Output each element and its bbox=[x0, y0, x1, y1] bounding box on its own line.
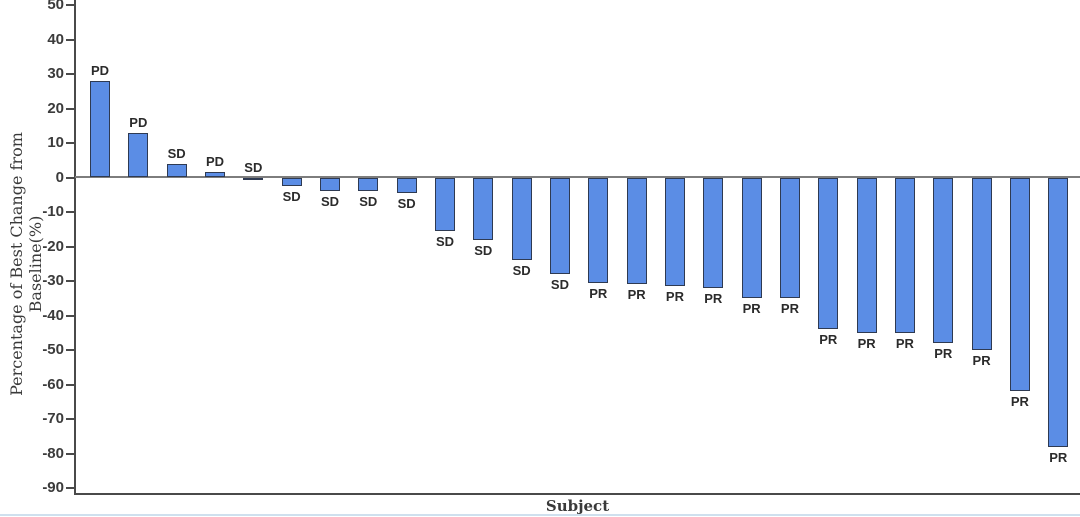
response-label-sd: SD bbox=[244, 159, 263, 175]
response-label-pr: PR bbox=[589, 285, 608, 301]
subject-bar bbox=[549, 177, 570, 275]
y-tick-label: 0 bbox=[55, 168, 64, 186]
y-tick-mark bbox=[66, 211, 75, 213]
y-tick-label: 10 bbox=[47, 134, 64, 151]
y-tick-label: -40 bbox=[42, 306, 64, 324]
response-label-pr: PR bbox=[934, 346, 953, 362]
subject-bar bbox=[473, 177, 494, 240]
response-label-pd: PD bbox=[90, 62, 110, 78]
subject-bar bbox=[128, 132, 149, 178]
y-axis-title: Percentage of Best Change from Baseline(… bbox=[7, 132, 45, 396]
response-label-sd: SD bbox=[512, 263, 531, 279]
y-tick-label: -10 bbox=[42, 203, 64, 220]
y-tick-mark bbox=[66, 142, 75, 144]
subject-bar bbox=[434, 177, 455, 231]
subject-bar bbox=[703, 177, 724, 288]
subject-bar bbox=[818, 177, 839, 330]
response-label-pd: PD bbox=[129, 114, 148, 130]
y-tick-mark bbox=[66, 452, 75, 455]
y-tick-label: -20 bbox=[42, 237, 64, 255]
response-label-sd: SD bbox=[474, 242, 493, 258]
subject-bar bbox=[971, 177, 992, 350]
response-label-pr: PR bbox=[704, 290, 723, 306]
response-label-sd: SD bbox=[282, 189, 301, 205]
subject-bar bbox=[933, 177, 954, 344]
subject-bar bbox=[243, 177, 264, 180]
y-tick-mark bbox=[66, 487, 75, 489]
zero-baseline bbox=[75, 176, 1080, 178]
response-label-sd: SD bbox=[435, 233, 454, 249]
y-tick-label: -30 bbox=[42, 272, 64, 289]
y-tick-label: 20 bbox=[47, 99, 64, 117]
y-tick-label: -70 bbox=[42, 410, 64, 427]
response-label-pr: PR bbox=[857, 335, 876, 351]
response-label-pr: PR bbox=[972, 353, 991, 368]
subject-bar bbox=[166, 163, 187, 178]
response-label-pr: PR bbox=[1049, 449, 1068, 465]
y-tick-mark bbox=[66, 383, 75, 386]
subject-bar bbox=[90, 80, 110, 178]
bottom-edge-line bbox=[0, 514, 1080, 516]
subject-bar bbox=[1009, 177, 1030, 392]
response-label-pr: PR bbox=[895, 335, 914, 351]
y-tick-label: 50 bbox=[47, 0, 64, 13]
response-label-pd: PD bbox=[205, 154, 225, 170]
response-label-sd: SD bbox=[167, 145, 186, 161]
y-tick-mark bbox=[66, 107, 75, 110]
response-label-sd: SD bbox=[550, 277, 569, 293]
subject-bar bbox=[204, 172, 225, 178]
response-label-sd: SD bbox=[320, 194, 339, 210]
x-axis-title: Subject bbox=[545, 497, 610, 515]
subject-bar bbox=[626, 177, 647, 285]
response-label-pr: PR bbox=[780, 301, 799, 317]
subject-bar bbox=[588, 177, 609, 283]
subject-bar bbox=[779, 177, 800, 299]
response-label-pr: PR bbox=[819, 332, 838, 348]
response-label-sd: SD bbox=[397, 196, 416, 212]
response-label-pr: PR bbox=[627, 287, 646, 303]
y-tick-label: -90 bbox=[42, 479, 64, 496]
subject-bar bbox=[1048, 177, 1069, 447]
subject-bar bbox=[664, 177, 685, 287]
y-tick-label: -50 bbox=[42, 341, 64, 358]
y-tick-label: 30 bbox=[47, 65, 64, 82]
y-axis-line bbox=[74, 0, 76, 494]
response-label-pr: PR bbox=[742, 301, 761, 317]
y-tick-label: -80 bbox=[42, 444, 64, 462]
y-tick-mark bbox=[66, 280, 75, 282]
y-tick-mark bbox=[66, 349, 75, 351]
y-tick-mark bbox=[66, 4, 75, 6]
y-tick-mark bbox=[66, 245, 75, 248]
y-tick-mark bbox=[66, 73, 75, 75]
y-tick-mark bbox=[66, 38, 75, 41]
x-axis-line bbox=[74, 493, 1080, 495]
subject-bar bbox=[358, 177, 379, 192]
subject-bar bbox=[281, 177, 302, 187]
subject-bar bbox=[511, 177, 532, 261]
y-tick-label: -60 bbox=[42, 375, 64, 393]
y-tick-mark bbox=[66, 314, 75, 317]
y-tick-mark bbox=[66, 418, 75, 420]
subject-bar bbox=[396, 177, 417, 194]
y-tick-mark bbox=[66, 176, 75, 179]
subject-bar bbox=[856, 177, 877, 333]
response-label-sd: SD bbox=[359, 194, 378, 210]
y-tick-label: 40 bbox=[47, 30, 64, 48]
subject-bar bbox=[319, 177, 340, 192]
subject-bar bbox=[741, 177, 762, 299]
response-label-pr: PR bbox=[665, 289, 684, 305]
subject-bar bbox=[894, 177, 915, 333]
response-label-pr: PR bbox=[1010, 394, 1029, 410]
